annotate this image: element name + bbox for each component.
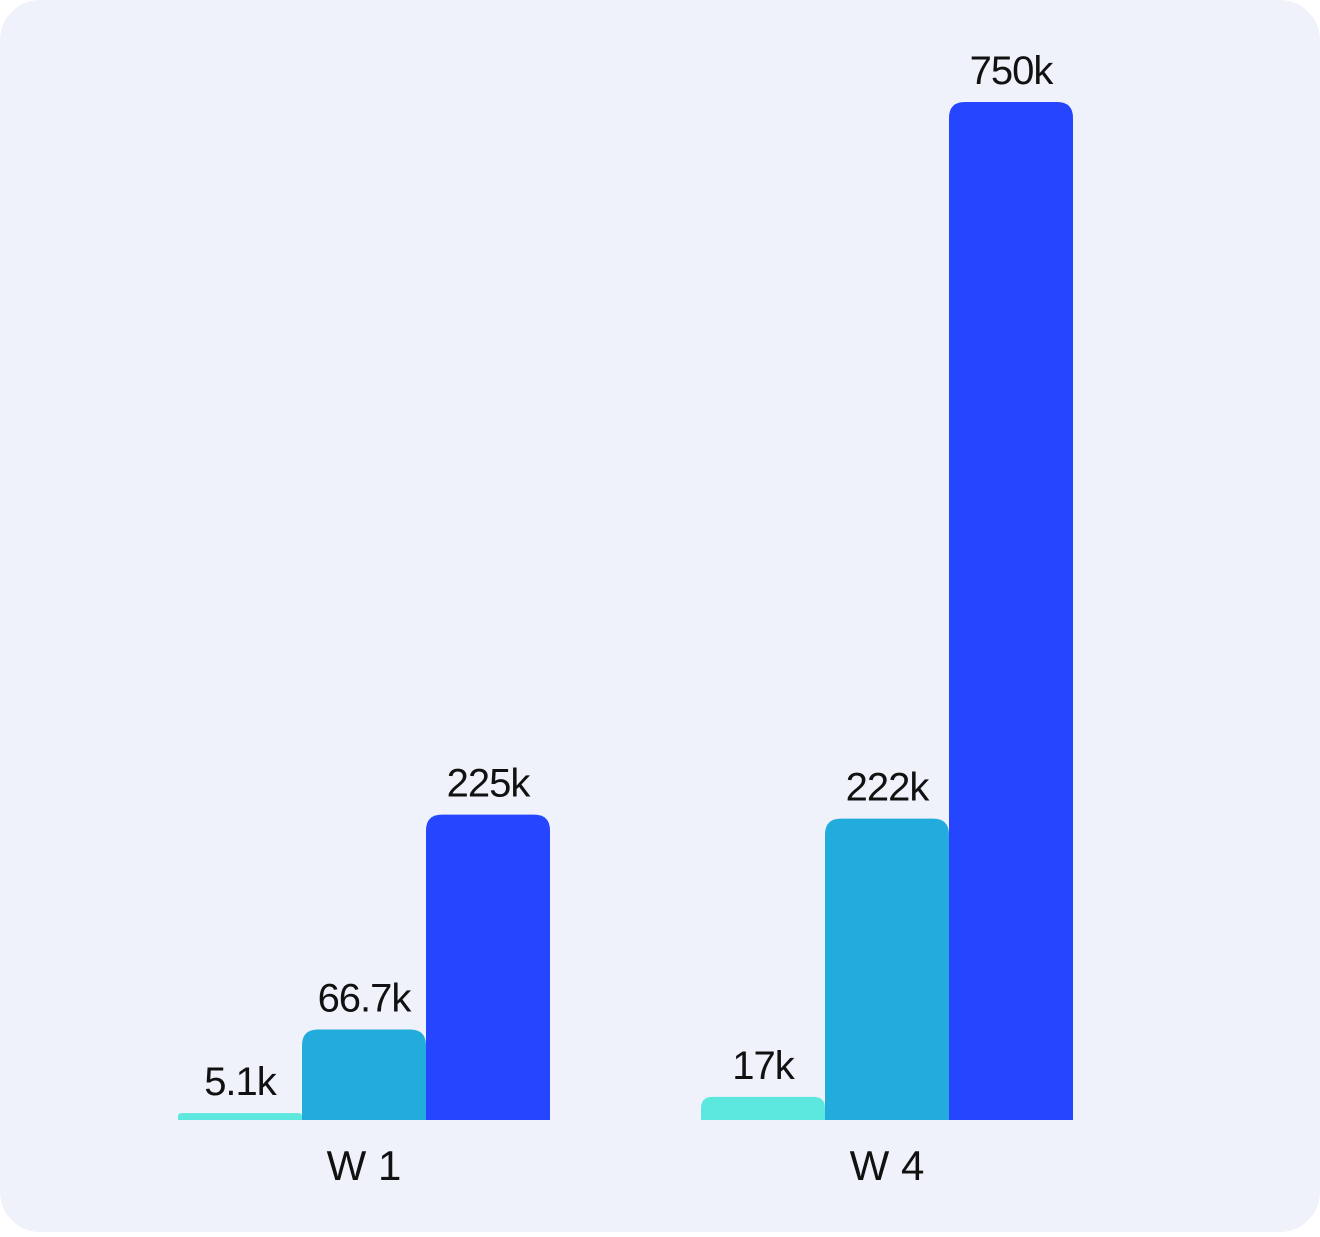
x-tick-label: W 1	[327, 1142, 402, 1189]
value-label: 66.7k	[318, 976, 413, 1020]
x-tick-label: W 4	[850, 1142, 925, 1189]
bar	[178, 1113, 302, 1120]
bar	[825, 818, 949, 1120]
value-label: 222k	[846, 766, 931, 810]
value-label: 5.1k	[204, 1060, 278, 1104]
bar	[302, 1029, 426, 1120]
bar	[949, 102, 1073, 1120]
value-label: 750k	[970, 49, 1055, 93]
bar	[701, 1096, 825, 1120]
value-label: 225k	[447, 762, 532, 806]
bar	[426, 814, 550, 1120]
value-label: 17k	[732, 1044, 795, 1088]
